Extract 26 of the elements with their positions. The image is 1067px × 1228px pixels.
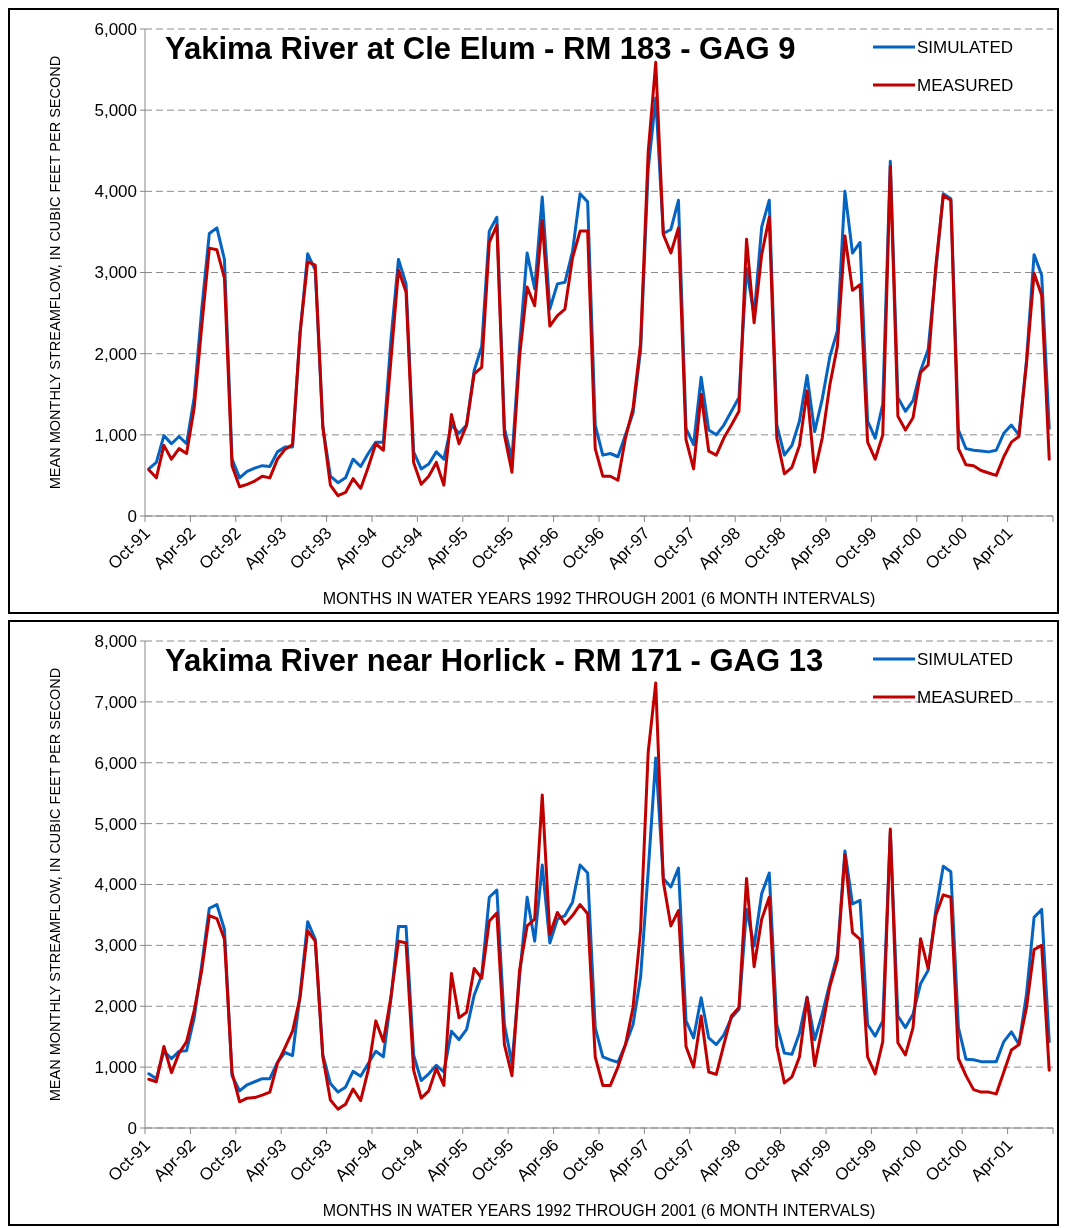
- legend-label: SIMULATED: [917, 649, 1014, 669]
- y-axis-title: MEAN MONTHLY STREAMFLOW, IN CUBIC FEET PER SECOND: [47, 55, 63, 490]
- y-tick-label: 1,000: [94, 425, 137, 445]
- y-tick-label: 3,000: [94, 263, 137, 283]
- y-tick-label: 7,000: [94, 692, 137, 712]
- legend-label: MEASURED: [917, 687, 1014, 707]
- y-tick-label: 1,000: [94, 1058, 137, 1078]
- legend-label: MEASURED: [917, 75, 1014, 95]
- y-tick-label: 4,000: [94, 875, 137, 895]
- y-tick-label: 0: [127, 1118, 137, 1138]
- x-axis-title: MONTHS IN WATER YEARS 1992 THROUGH 2001 (6 MONTH INTERVALS): [322, 590, 876, 607]
- y-tick-label: 8,000: [94, 631, 137, 651]
- y-tick-label: 5,000: [94, 101, 137, 121]
- y-tick-label: 6,000: [94, 753, 137, 773]
- x-axis-title: MONTHS IN WATER YEARS 1992 THROUGH 2001 (6 MONTH INTERVALS): [322, 1202, 876, 1219]
- y-tick-label: 5,000: [94, 814, 137, 834]
- y-axis-title: MEAN MONTHLY STREAMFLOW, IN CUBIC FEET PER SECOND: [47, 667, 63, 1102]
- y-tick-label: 3,000: [94, 936, 137, 956]
- legend-label: SIMULATED: [917, 37, 1014, 57]
- y-tick-label: 2,000: [94, 344, 137, 364]
- y-tick-label: 6,000: [94, 19, 137, 39]
- chart-title: Yakima River near Horlick - RM 171 - GAG 13: [165, 643, 824, 678]
- chart-title: Yakima River at Cle Elum - RM 183 - GAG 9: [165, 31, 796, 66]
- y-tick-label: 0: [127, 506, 137, 526]
- y-tick-label: 2,000: [94, 997, 137, 1017]
- y-tick-label: 4,000: [94, 182, 137, 202]
